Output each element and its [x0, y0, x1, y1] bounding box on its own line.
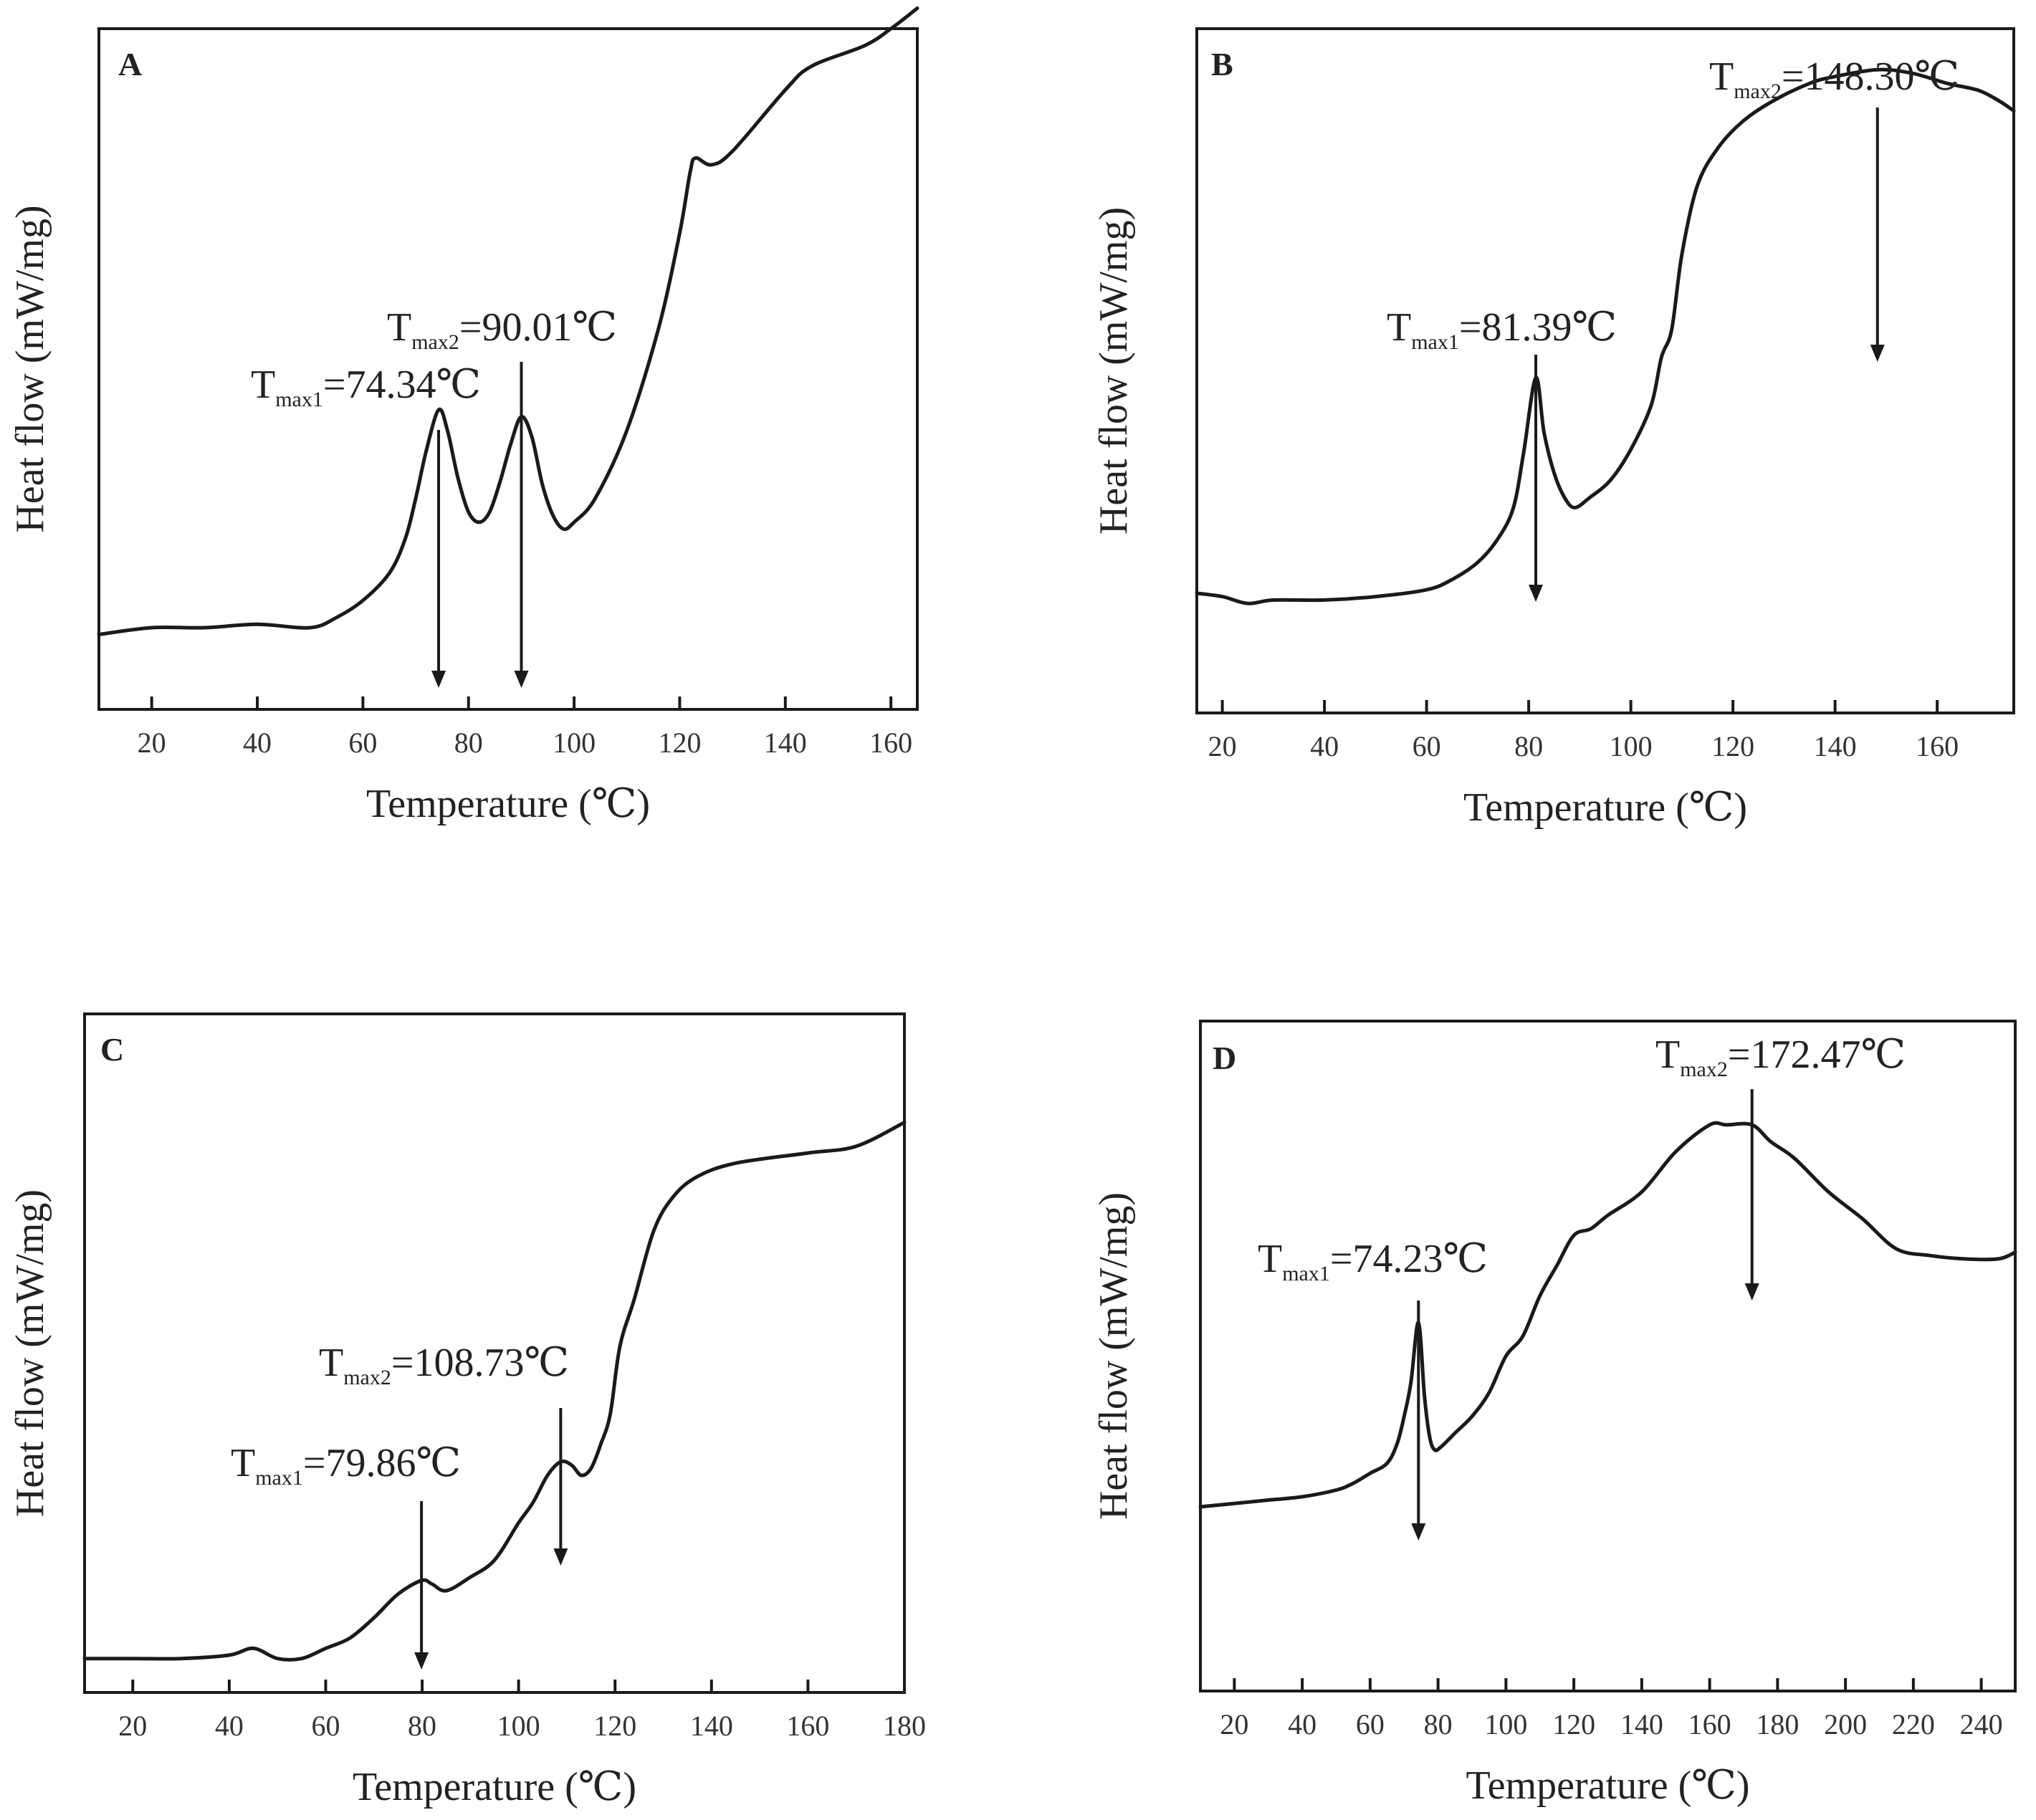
y-axis-label: Heat flow (mW/mg)	[8, 205, 52, 532]
x-tick-label: 20	[138, 727, 166, 759]
peak-arrowhead	[553, 1548, 568, 1566]
y-axis-label: Heat flow (mW/mg)	[1091, 207, 1136, 535]
y-axis-label: Heat flow (mW/mg)	[8, 1189, 52, 1517]
dsc-curve	[1195, 67, 2016, 605]
x-tick-label: 60	[1413, 730, 1441, 762]
x-tick-label: 120	[593, 1710, 636, 1742]
plot-frame	[83, 1012, 906, 1694]
chart-c-svg: 20 40 60 80 100 120 140 160 180 Temperature (℃) He…	[8, 1012, 926, 1809]
x-tick-label: 100	[1610, 730, 1653, 762]
x-tick-label: 20	[1220, 1708, 1248, 1740]
x-tick-label: 140	[764, 727, 807, 759]
x-tick-label: 160	[869, 727, 912, 759]
peak-arrowhead	[1529, 585, 1544, 602]
x-tick-label: 200	[1824, 1708, 1867, 1740]
x-tick-label: 100	[1484, 1708, 1527, 1740]
chart-panel-b: 20 40 60 80 100 120 140 160 Temperature (℃) Heat …	[1018, 0, 2035, 910]
panel-letter: C	[100, 1031, 124, 1068]
x-axis-label: Temperature (℃)	[353, 1765, 636, 1809]
x-tick-label: 20	[1208, 730, 1237, 762]
peak-annotation: Tmax2=172.47℃	[1655, 1033, 1906, 1081]
x-tick-label: 80	[454, 727, 483, 759]
panel-letter: D	[1213, 1040, 1236, 1076]
dsc-curve	[1198, 1121, 2017, 1509]
panel-letter: A	[118, 46, 142, 82]
x-tick-label: 60	[348, 727, 377, 759]
dsc-curve	[82, 1121, 907, 1662]
x-tick-label: 140	[1620, 1708, 1663, 1740]
plot-frame	[1195, 27, 2015, 714]
chart-panel-c: 20 40 60 80 100 120 140 160 180 Temperature (℃) He…	[0, 910, 1018, 1820]
plot-frame	[1199, 1020, 2017, 1692]
panel-letter: B	[1211, 46, 1233, 82]
peak-annotation: Tmax1=74.34℃	[251, 363, 481, 411]
x-tick-label: 40	[1288, 1708, 1316, 1740]
x-tick-label: 160	[786, 1710, 829, 1742]
peak-annotation: Tmax1=79.86℃	[231, 1441, 461, 1490]
x-tick-label: 80	[408, 1710, 436, 1742]
peak-arrowhead	[1870, 345, 1885, 362]
plot-frame	[97, 27, 919, 711]
x-tick-label: 40	[215, 1710, 244, 1742]
x-tick-label: 100	[553, 727, 596, 759]
peak-arrowhead	[414, 1652, 429, 1670]
x-tick-label: 180	[1756, 1708, 1799, 1740]
x-tick-label: 120	[658, 727, 701, 759]
y-axis-label: Heat flow (mW/mg)	[1091, 1192, 1136, 1520]
x-axis-label: Temperature (℃)	[1466, 1763, 1749, 1808]
x-tick-label: 140	[690, 1710, 733, 1742]
chart-panel-d: 20 40 60 80 100 120 140 160 180 200 220 240 Temperat…	[1018, 910, 2035, 1820]
peak-annotation: Tmax2=108.73℃	[319, 1341, 569, 1389]
peak-annotation: Tmax2=148.30℃	[1709, 54, 1959, 103]
x-tick-label: 140	[1814, 730, 1857, 762]
x-axis-label: Temperature (℃)	[366, 782, 650, 826]
chart-d-svg: 20 40 60 80 100 120 140 160 180 200 220 240 Temperat…	[1091, 1020, 2017, 1808]
x-tick-label: 240	[1960, 1708, 2003, 1740]
x-tick-label: 180	[883, 1710, 926, 1742]
x-axis-label: Temperature (℃)	[1463, 785, 1747, 830]
peak-arrowhead	[1411, 1523, 1426, 1541]
x-tick-label: 220	[1892, 1708, 1935, 1740]
peak-annotation: Tmax1=74.23℃	[1258, 1237, 1488, 1285]
x-tick-label: 80	[1424, 1708, 1453, 1740]
x-tick-label: 40	[1310, 730, 1339, 762]
x-tick-label: 80	[1514, 730, 1543, 762]
x-tick-label: 60	[311, 1710, 340, 1742]
peak-arrowhead	[1744, 1283, 1759, 1301]
x-tick-label: 120	[1552, 1708, 1595, 1740]
x-tick-label: 60	[1356, 1708, 1385, 1740]
peak-arrowhead	[514, 671, 529, 688]
x-tick-label: 100	[497, 1710, 540, 1742]
peak-annotation: Tmax2=90.01℃	[387, 305, 617, 354]
chart-b-svg: 20 40 60 80 100 120 140 160 Temperature (℃) Heat …	[1091, 27, 2016, 830]
x-tick-label: 120	[1711, 730, 1754, 762]
peak-annotation: Tmax1=81.39℃	[1387, 305, 1617, 354]
x-tick-label: 160	[1916, 730, 1959, 762]
x-tick-label: 20	[118, 1710, 147, 1742]
x-tick-label: 40	[243, 727, 272, 759]
peak-arrowhead	[431, 671, 446, 688]
chart-panel-a: 20 40 60 80 100 120 140 160 Temperature (℃) Heat …	[0, 0, 1018, 910]
chart-a-svg: 20 40 60 80 100 120 140 160 Temperature (℃) Heat …	[8, 6, 919, 826]
x-tick-label: 160	[1688, 1708, 1731, 1740]
